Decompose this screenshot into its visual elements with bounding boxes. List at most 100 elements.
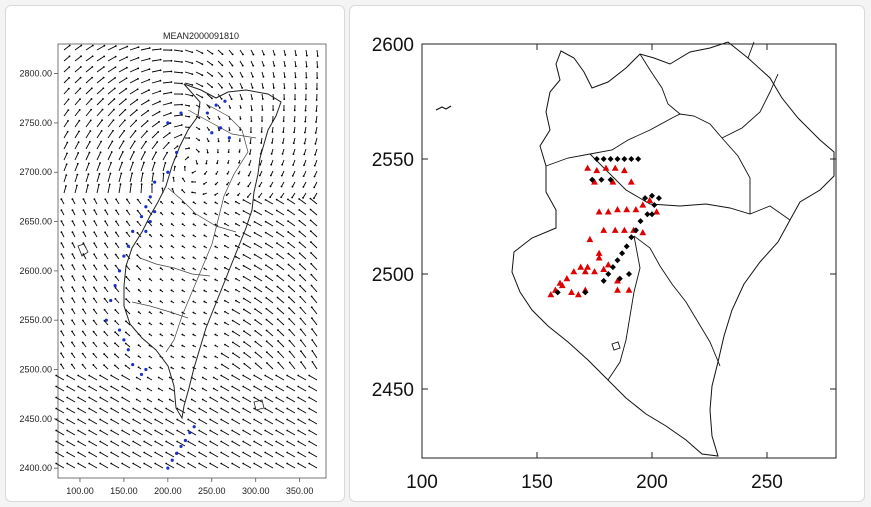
wind-arrow xyxy=(277,351,285,359)
wind-arrow-head xyxy=(242,451,245,454)
wind-arrow xyxy=(228,93,233,100)
y-tick-label: 2650.00 xyxy=(19,217,52,227)
wind-arrow xyxy=(209,430,219,436)
wind-arrow-head xyxy=(293,131,295,134)
wind-arrow-head xyxy=(265,307,268,310)
wind-arrow xyxy=(126,199,131,205)
wind-arrow-head xyxy=(253,253,256,256)
wind-arrow-head xyxy=(121,396,124,399)
wind-arrow xyxy=(85,174,89,183)
wind-arrow xyxy=(286,408,296,414)
wind-arrow xyxy=(77,408,87,414)
wind-arrow-head xyxy=(242,199,245,201)
wind-arrow xyxy=(151,141,158,150)
wind-arrow xyxy=(243,232,252,238)
wind-arrow xyxy=(74,98,81,106)
wind-arrow-head xyxy=(313,164,316,167)
wind-arrow-head xyxy=(269,196,272,199)
wind-arrow-head xyxy=(190,387,193,390)
wind-arrow-head xyxy=(276,231,278,234)
wind-arrow xyxy=(310,263,318,271)
wind-arrow-head xyxy=(237,172,240,175)
wind-arrow-head xyxy=(242,275,245,278)
wind-arrow-head xyxy=(253,418,256,421)
wind-arrow-head xyxy=(181,103,183,106)
wind-arrow xyxy=(162,71,172,73)
station-point xyxy=(131,362,135,367)
station-point xyxy=(153,180,157,184)
wind-arrow-head xyxy=(71,231,74,234)
wind-arrow xyxy=(71,264,76,271)
wind-arrow xyxy=(303,148,307,155)
wind-arrow xyxy=(316,49,319,57)
diamond-point xyxy=(626,271,632,277)
wind-arrow-head xyxy=(155,151,157,154)
wind-arrow xyxy=(198,441,208,447)
wind-arrow-head xyxy=(203,355,206,358)
wind-arrow xyxy=(72,198,76,205)
wind-arrow-head xyxy=(60,198,63,201)
wind-arrow-head xyxy=(170,59,173,62)
wind-arrow xyxy=(184,71,193,75)
wind-arrow-head xyxy=(253,396,256,399)
wind-arrow xyxy=(110,463,120,469)
wind-arrow-head xyxy=(252,53,255,56)
wind-arrow-head xyxy=(159,366,162,369)
wind-arrow-head xyxy=(137,46,140,49)
wind-arrow xyxy=(103,342,109,348)
wind-arrow-head xyxy=(181,82,183,85)
wind-arrow xyxy=(176,419,186,425)
wind-arrow-head xyxy=(125,66,128,69)
wind-arrow xyxy=(308,463,318,469)
y-tick-label: 2450 xyxy=(372,380,414,401)
wind-arrow xyxy=(99,375,109,381)
wind-arrow xyxy=(231,430,241,436)
wind-arrow xyxy=(121,419,131,425)
wind-arrow-head xyxy=(297,462,300,465)
wind-arrow xyxy=(228,71,233,77)
wind-arrow xyxy=(187,452,197,458)
wind-arrow-head xyxy=(234,211,237,214)
wind-arrow-head xyxy=(76,173,79,176)
wind-arrow-head xyxy=(66,141,69,144)
wind-arrow-head xyxy=(77,141,80,144)
wind-arrow-head xyxy=(82,220,85,223)
wind-arrow-head xyxy=(192,355,195,358)
wind-arrow-head xyxy=(125,77,128,80)
wind-arrow xyxy=(176,430,186,436)
wind-arrow-head xyxy=(224,343,226,346)
wind-arrow xyxy=(137,221,142,227)
wind-arrow xyxy=(61,264,65,271)
wind-arrow-head xyxy=(253,462,256,465)
wind-arrow xyxy=(277,275,285,282)
wind-arrow xyxy=(104,298,109,304)
wind-arrow-head xyxy=(68,55,71,58)
wind-arrow xyxy=(74,131,80,139)
wind-arrow-head xyxy=(286,407,289,410)
wind-arrow xyxy=(310,274,318,282)
wind-arrow-head xyxy=(60,209,63,212)
station-point xyxy=(166,121,170,125)
wind-arrow-head xyxy=(288,350,291,353)
wind-arrow xyxy=(297,463,307,469)
wind-arrow xyxy=(96,173,100,183)
wind-arrow-head xyxy=(102,76,105,79)
wind-arrow xyxy=(231,386,241,392)
wind-arrow xyxy=(61,242,65,249)
wind-arrow-head xyxy=(250,109,253,111)
wind-arrow-head xyxy=(181,71,183,74)
wind-arrow-head xyxy=(310,306,313,309)
wind-arrow xyxy=(173,49,183,52)
triangle-point xyxy=(639,201,647,208)
triangle-point xyxy=(586,235,594,243)
wind-arrow-head xyxy=(135,109,138,112)
diamond-point xyxy=(644,211,651,218)
wind-arrow xyxy=(287,242,296,249)
wind-arrow-head xyxy=(253,199,256,201)
wind-arrow-head xyxy=(223,266,226,269)
wind-arrow xyxy=(121,408,131,414)
wind-arrow xyxy=(83,209,87,216)
wind-arrow-head xyxy=(82,209,85,212)
wind-arrow-head xyxy=(190,398,193,401)
wind-arrow xyxy=(115,199,120,205)
